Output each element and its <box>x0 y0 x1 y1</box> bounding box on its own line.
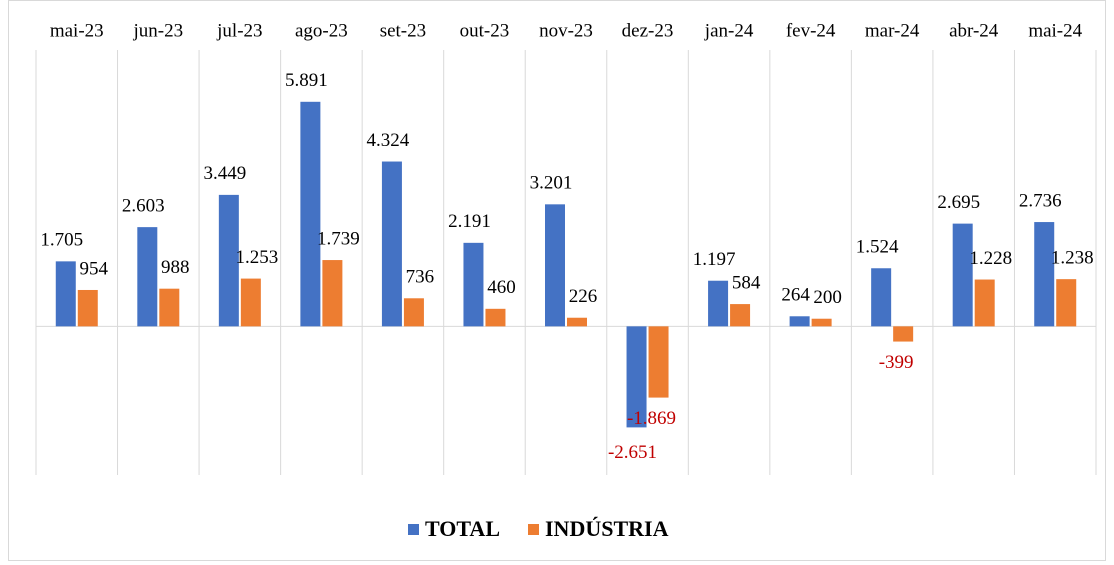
bar <box>137 227 158 327</box>
data-label: 988 <box>161 257 190 278</box>
bar <box>1034 222 1055 327</box>
bar <box>708 280 729 327</box>
x-tick-label: fev-24 <box>786 20 836 41</box>
x-tick-label: out-23 <box>460 20 510 41</box>
bar <box>55 261 76 327</box>
data-label: 3.449 <box>203 163 246 184</box>
bar <box>811 318 832 327</box>
bar <box>730 304 751 327</box>
data-label: 3.201 <box>530 173 573 194</box>
bar <box>545 204 565 327</box>
data-label: 4.324 <box>367 130 410 151</box>
bar <box>893 326 914 342</box>
data-label: 1.739 <box>317 228 360 249</box>
data-label: 1.238 <box>1051 248 1094 269</box>
x-tick-label: mai-23 <box>50 20 104 41</box>
x-tick-label: abr-24 <box>949 20 999 41</box>
bar <box>218 194 239 327</box>
chart-border <box>8 0 1106 561</box>
legend-swatch <box>408 524 419 535</box>
bar <box>463 242 484 327</box>
legend-label: INDÚSTRIA <box>545 516 669 541</box>
data-label: 1.524 <box>856 237 899 258</box>
data-label: 1.228 <box>969 248 1012 269</box>
x-tick-label: mai-24 <box>1028 20 1082 41</box>
data-label: 2.695 <box>937 192 980 213</box>
bar <box>403 298 424 327</box>
legend-label: TOTAL <box>425 516 500 541</box>
data-label: 460 <box>487 277 516 298</box>
data-label: 200 <box>813 287 842 308</box>
data-label: -1.869 <box>627 408 676 429</box>
x-tick-label: jan-24 <box>704 20 754 41</box>
bar <box>567 317 587 327</box>
bar <box>77 289 98 327</box>
data-label: 954 <box>80 258 109 279</box>
bar <box>300 101 321 327</box>
data-label: -399 <box>879 352 914 373</box>
x-tick-label: jun-23 <box>133 20 184 41</box>
bar <box>240 278 261 327</box>
x-tick-label: dez-23 <box>622 20 674 41</box>
bar <box>952 223 973 327</box>
data-label: 736 <box>406 267 435 288</box>
x-tick-label: jul-23 <box>216 20 262 41</box>
data-label: 2.191 <box>448 211 491 232</box>
bar <box>381 161 402 327</box>
x-tick-label: mar-24 <box>865 20 920 41</box>
data-label: 1.705 <box>40 230 83 251</box>
bar <box>974 279 995 327</box>
x-tick-label: nov-23 <box>539 20 593 41</box>
bar <box>648 326 669 398</box>
x-tick-label: set-23 <box>380 20 426 41</box>
legend-swatch <box>528 524 539 535</box>
x-tick-label: ago-23 <box>295 20 348 41</box>
data-label: 1.197 <box>693 249 736 270</box>
data-label: 2.603 <box>122 195 165 216</box>
bar <box>322 260 343 327</box>
data-label: 5.891 <box>285 70 328 91</box>
bar <box>485 308 506 327</box>
bar <box>159 288 180 327</box>
data-label: 2.736 <box>1019 190 1062 211</box>
data-label: 584 <box>732 272 761 293</box>
bar <box>1056 279 1077 327</box>
data-label: 264 <box>781 285 810 306</box>
bar <box>626 326 647 428</box>
bar <box>871 268 892 327</box>
data-label: -2.651 <box>608 442 657 463</box>
data-label: 1.253 <box>235 247 278 268</box>
data-label: 226 <box>569 286 598 307</box>
bar <box>789 316 810 327</box>
